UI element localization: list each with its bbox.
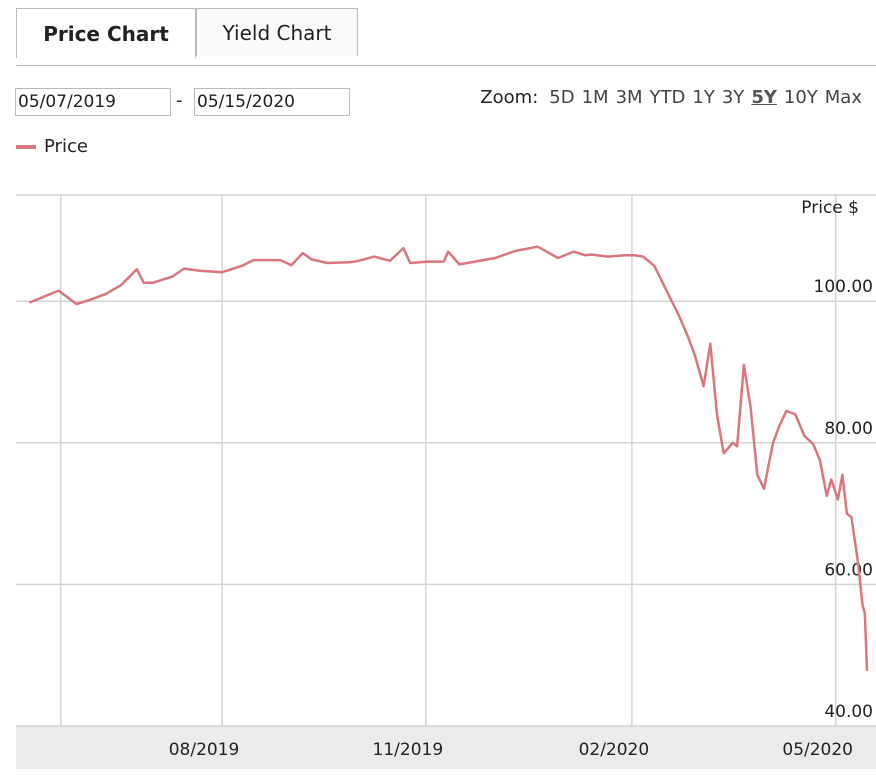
x-tick-label: 08/2019 bbox=[169, 740, 240, 760]
x-tick-label: 02/2020 bbox=[579, 740, 650, 760]
tab-yield-chart[interactable]: Yield Chart bbox=[196, 8, 358, 56]
y-tick-labels: 100.00 80.00 60.00 40.00 bbox=[814, 277, 873, 722]
tab-bar: Price Chart Yield Chart bbox=[16, 8, 876, 66]
y-tick-label: 60.00 bbox=[824, 560, 873, 580]
vertical-gridlines bbox=[60, 195, 837, 726]
y-tick-label: 100.00 bbox=[814, 277, 873, 297]
y-tick-label: 40.00 bbox=[824, 702, 873, 722]
zoom-10y[interactable]: 10Y bbox=[783, 87, 818, 108]
price-series-line bbox=[28, 245, 869, 671]
x-axis-band bbox=[16, 726, 876, 769]
x-tick-label: 11/2019 bbox=[373, 740, 444, 760]
zoom-3m[interactable]: 3M bbox=[615, 87, 643, 108]
zoom-ytd[interactable]: YTD bbox=[649, 87, 686, 108]
tab-price-chart[interactable]: Price Chart bbox=[16, 8, 196, 58]
chart-legend: Price bbox=[16, 136, 88, 157]
zoom-3y[interactable]: 3Y bbox=[721, 87, 745, 108]
zoom-1y[interactable]: 1Y bbox=[692, 87, 715, 108]
horizontal-gridlines bbox=[16, 194, 876, 727]
zoom-max[interactable]: Max bbox=[824, 87, 862, 108]
x-tick-labels: 08/2019 11/2019 02/2020 05/2020 bbox=[169, 740, 853, 760]
y-tick-label: 80.00 bbox=[824, 419, 873, 439]
date-to-input[interactable] bbox=[194, 88, 350, 116]
legend-label-price: Price bbox=[44, 136, 88, 157]
zoom-label: Zoom: bbox=[480, 87, 539, 108]
date-range-separator: - bbox=[176, 90, 183, 111]
y-axis-label: Price $ bbox=[801, 198, 859, 218]
x-tick-label: 05/2020 bbox=[782, 740, 853, 760]
price-chart: Price $ 100.00 80.00 60.00 40.00 08/2019 11/… bbox=[16, 194, 876, 769]
tab-underline bbox=[16, 65, 876, 66]
zoom-5y[interactable]: 5Y bbox=[751, 87, 777, 108]
zoom-5d[interactable]: 5D bbox=[549, 87, 575, 108]
date-from-input[interactable] bbox=[15, 88, 171, 116]
legend-swatch-price bbox=[16, 144, 36, 149]
zoom-1m[interactable]: 1M bbox=[581, 87, 609, 108]
zoom-controls: Zoom: 5D 1M 3M YTD 1Y 3Y 5Y 10Y Max bbox=[480, 87, 862, 108]
